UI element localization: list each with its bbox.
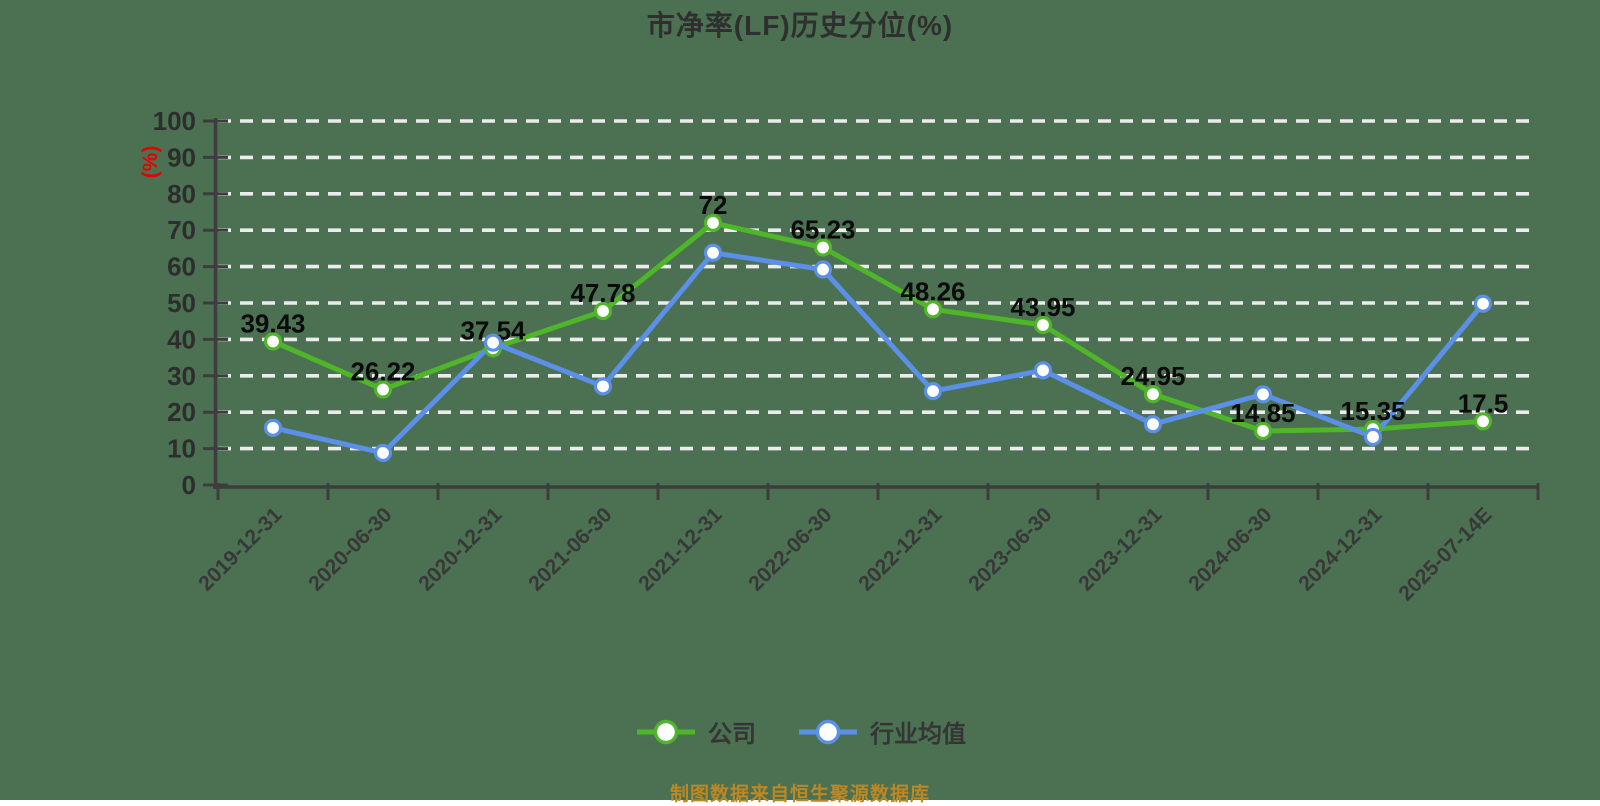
y-tick-label: 20 xyxy=(167,397,196,427)
y-tick-label: 60 xyxy=(167,252,196,282)
x-tick-label: 2020-06-30 xyxy=(304,503,396,595)
legend-label-industry: 行业均值 xyxy=(870,721,966,748)
x-tick-label: 2022-12-31 xyxy=(854,503,946,595)
y-tick-label: 50 xyxy=(167,288,196,318)
x-tick-label: 2020-12-31 xyxy=(414,503,506,595)
series-line-company[interactable] xyxy=(270,220,1486,434)
data-point-marker[interactable] xyxy=(1033,315,1053,335)
series-markers-industry[interactable] xyxy=(263,243,1493,463)
data-source-note: 制图数据来自恒生聚源数据库 xyxy=(669,784,930,805)
y-tick-label: 80 xyxy=(167,179,196,209)
x-tick-label: 2021-06-30 xyxy=(524,503,616,595)
x-tick-label: 2021-12-31 xyxy=(634,503,726,595)
data-point-marker[interactable] xyxy=(1143,415,1163,434)
industry-line-marker-icon xyxy=(799,719,857,744)
data-point-labels: 39.4326.2237.5447.787265.2348.2643.9524.… xyxy=(240,190,1508,428)
company-line-marker-icon xyxy=(637,719,695,744)
y-axis-unit-label: (%) xyxy=(139,146,162,179)
data-point-marker[interactable] xyxy=(923,381,943,401)
x-axis: 2019-12-31 2020-06-30 2020-12-31 2021-06-30… xyxy=(194,483,1540,605)
x-tick-label: 2025-07-14E xyxy=(1394,503,1496,605)
x-tick-label: 2022-06-30 xyxy=(744,503,836,595)
legend-label-company: 公司 xyxy=(708,721,756,748)
x-tick-label: 2024-06-30 xyxy=(1184,503,1276,595)
gridlines xyxy=(218,119,1538,451)
x-tick-label: 2023-12-31 xyxy=(1074,503,1166,595)
legend-item-industry[interactable]: 行业均值 xyxy=(796,714,966,749)
y-tick-label: 100 xyxy=(153,106,196,136)
data-point-marker[interactable] xyxy=(373,380,393,399)
y-tick-label: 30 xyxy=(167,361,196,391)
series-path-industry[interactable] xyxy=(270,250,1486,456)
y-tick-label: 10 xyxy=(167,434,196,464)
data-point-marker[interactable] xyxy=(1143,385,1163,404)
x-tick-label: 2019-12-31 xyxy=(194,503,286,595)
data-point-marker[interactable] xyxy=(593,301,613,321)
data-point-marker[interactable] xyxy=(593,377,613,396)
legend: 公司 行业均值 xyxy=(0,714,1600,749)
y-axis: 0 10 20 30 40 50 60 70 80 90 100 xyxy=(153,106,228,500)
data-point-marker[interactable] xyxy=(373,443,393,463)
axes xyxy=(213,118,1538,489)
data-point-marker[interactable] xyxy=(1253,421,1273,441)
data-point-marker[interactable] xyxy=(263,418,283,437)
data-point-marker[interactable] xyxy=(1473,294,1493,313)
data-point-marker[interactable] xyxy=(1033,361,1053,380)
y-tick-label: 40 xyxy=(167,324,196,354)
chart-title: 市净率(LF)历史分位(%) xyxy=(646,10,954,41)
x-tick-label: 2024-12-31 xyxy=(1294,503,1386,595)
data-point-marker[interactable] xyxy=(923,300,943,319)
data-point-marker[interactable] xyxy=(703,213,723,233)
legend-item-company[interactable]: 公司 xyxy=(634,714,756,749)
y-tick-label: 0 xyxy=(182,470,196,500)
y-tick-label: 90 xyxy=(167,142,196,172)
data-point-marker[interactable] xyxy=(483,333,503,352)
data-point-marker[interactable] xyxy=(813,238,833,257)
series-line-industry[interactable] xyxy=(270,250,1486,456)
data-point-marker[interactable] xyxy=(703,243,723,262)
data-point-marker[interactable] xyxy=(813,260,833,279)
data-point-marker[interactable] xyxy=(1253,385,1273,404)
y-tick-label: 70 xyxy=(167,215,196,245)
data-point-marker[interactable] xyxy=(1363,427,1383,447)
series-path-company[interactable] xyxy=(270,220,1486,434)
data-point-marker[interactable] xyxy=(1473,412,1493,431)
data-point-marker[interactable] xyxy=(263,332,283,351)
x-tick-label: 2023-06-30 xyxy=(964,503,1056,595)
